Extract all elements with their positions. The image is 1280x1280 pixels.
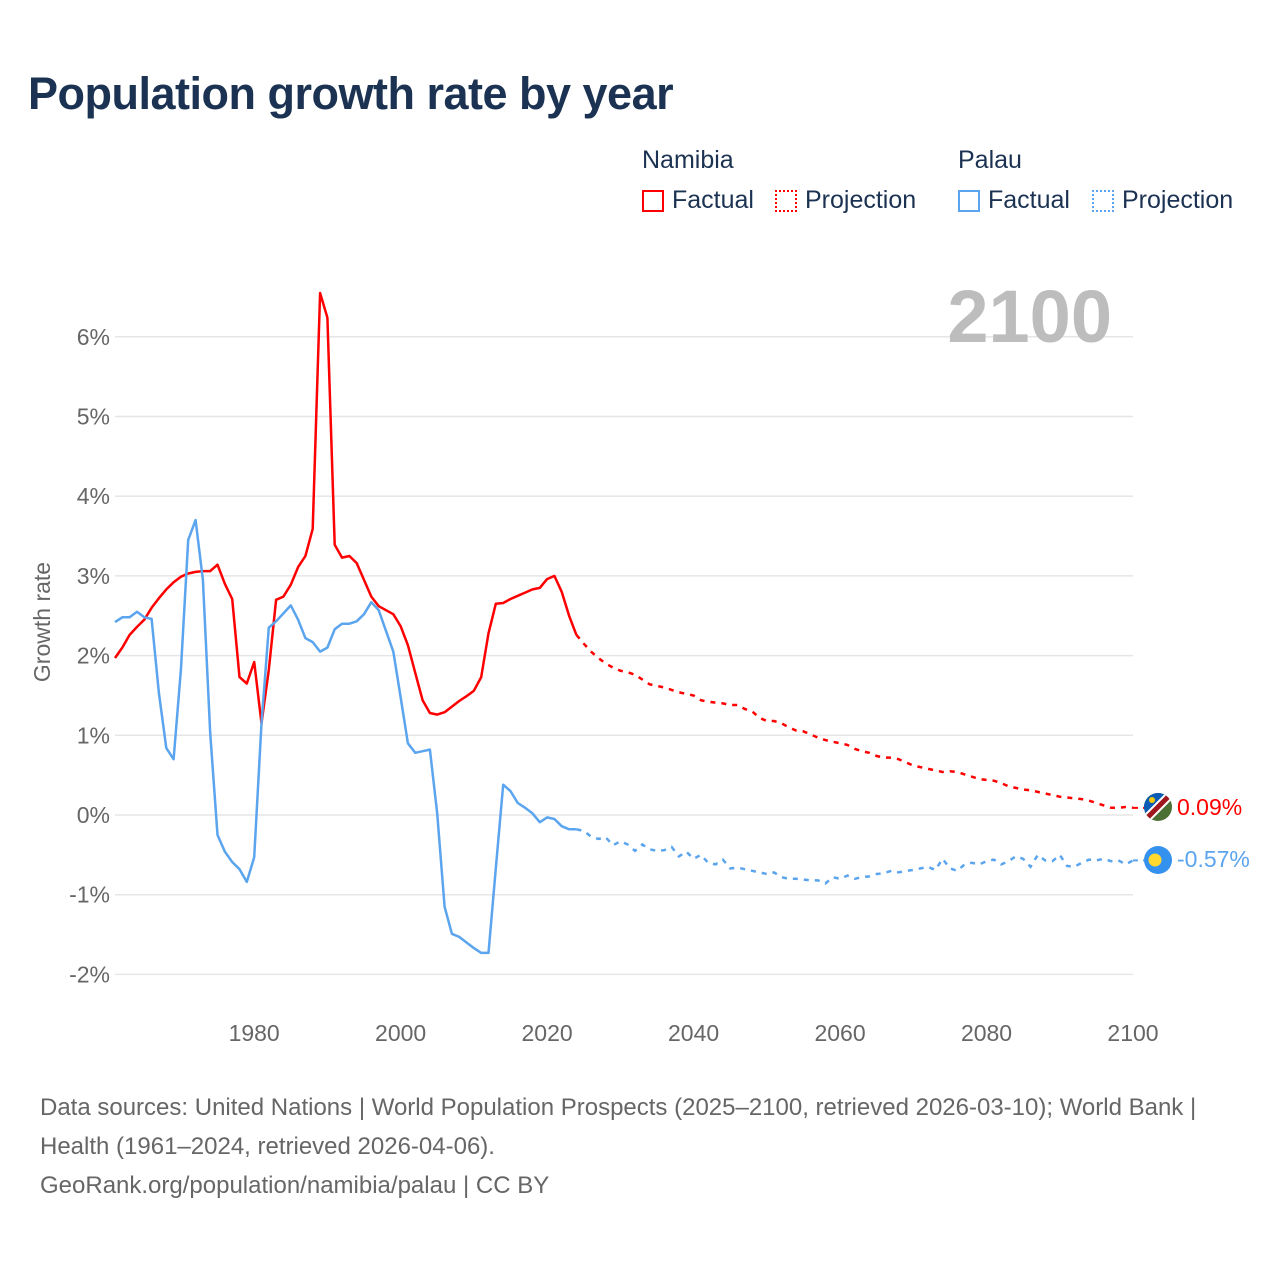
footer: Data sources: United Nations | World Pop… <box>40 1088 1240 1205</box>
data-sources: Data sources: United Nations | World Pop… <box>40 1094 1197 1160</box>
chart-title: Population growth rate by year <box>28 68 674 119</box>
legend-label: Factual <box>672 186 754 214</box>
legend-palau-factual[interactable]: Factual <box>958 186 1070 215</box>
legend-label: Projection <box>1122 186 1234 214</box>
x-tick-label: 2000 <box>375 1020 426 1046</box>
year-watermark: 2100 <box>947 275 1112 358</box>
x-tick-label: 2040 <box>668 1020 719 1046</box>
legend-namibia-factual[interactable]: Factual <box>642 186 754 215</box>
legend-namibia-projection[interactable]: Projection <box>775 186 916 215</box>
palau-end-label: -0.57% <box>1177 846 1250 872</box>
y-tick-label: 1% <box>77 722 110 748</box>
namibia-factual-line <box>113 291 578 725</box>
credit-link[interactable]: GeoRank.org/population/namibia/palau | C… <box>40 1172 550 1199</box>
y-tick-label: 0% <box>77 802 110 828</box>
legend-swatch-dotted <box>1092 189 1114 212</box>
y-tick-label: 5% <box>77 404 110 430</box>
legend-swatch-solid <box>642 189 664 212</box>
y-tick-label: 2% <box>77 643 110 669</box>
legend-label: Projection <box>805 186 917 214</box>
legend-group-namibia: Namibia <box>642 146 734 174</box>
palau-factual-line <box>114 518 577 955</box>
y-tick-label: -2% <box>69 961 110 987</box>
y-axis-label: Growth rate <box>29 562 55 682</box>
legend-group-palau: Palau <box>958 146 1022 174</box>
legend-label: Factual <box>988 186 1070 214</box>
x-tick-label: 2060 <box>814 1020 865 1046</box>
palau-projection-line <box>576 828 1134 885</box>
legend-swatch-dotted <box>775 189 797 212</box>
palau-flag-icon <box>1144 846 1172 874</box>
namibia-flag-icon <box>1144 793 1172 821</box>
x-tick-label: 2100 <box>1107 1020 1158 1046</box>
legend-swatch-solid <box>958 189 980 212</box>
namibia-projection-line <box>575 634 1134 810</box>
x-tick-label: 1980 <box>229 1020 280 1046</box>
x-tick-label: 2080 <box>961 1020 1012 1046</box>
y-tick-label: -1% <box>69 882 110 908</box>
x-tick-label: 2020 <box>522 1020 573 1046</box>
y-tick-label: 3% <box>77 563 110 589</box>
y-tick-label: 6% <box>77 324 110 350</box>
namibia-end-label: 0.09% <box>1177 794 1242 820</box>
y-tick-label: 4% <box>77 483 110 509</box>
legend-palau-projection[interactable]: Projection <box>1092 186 1233 215</box>
